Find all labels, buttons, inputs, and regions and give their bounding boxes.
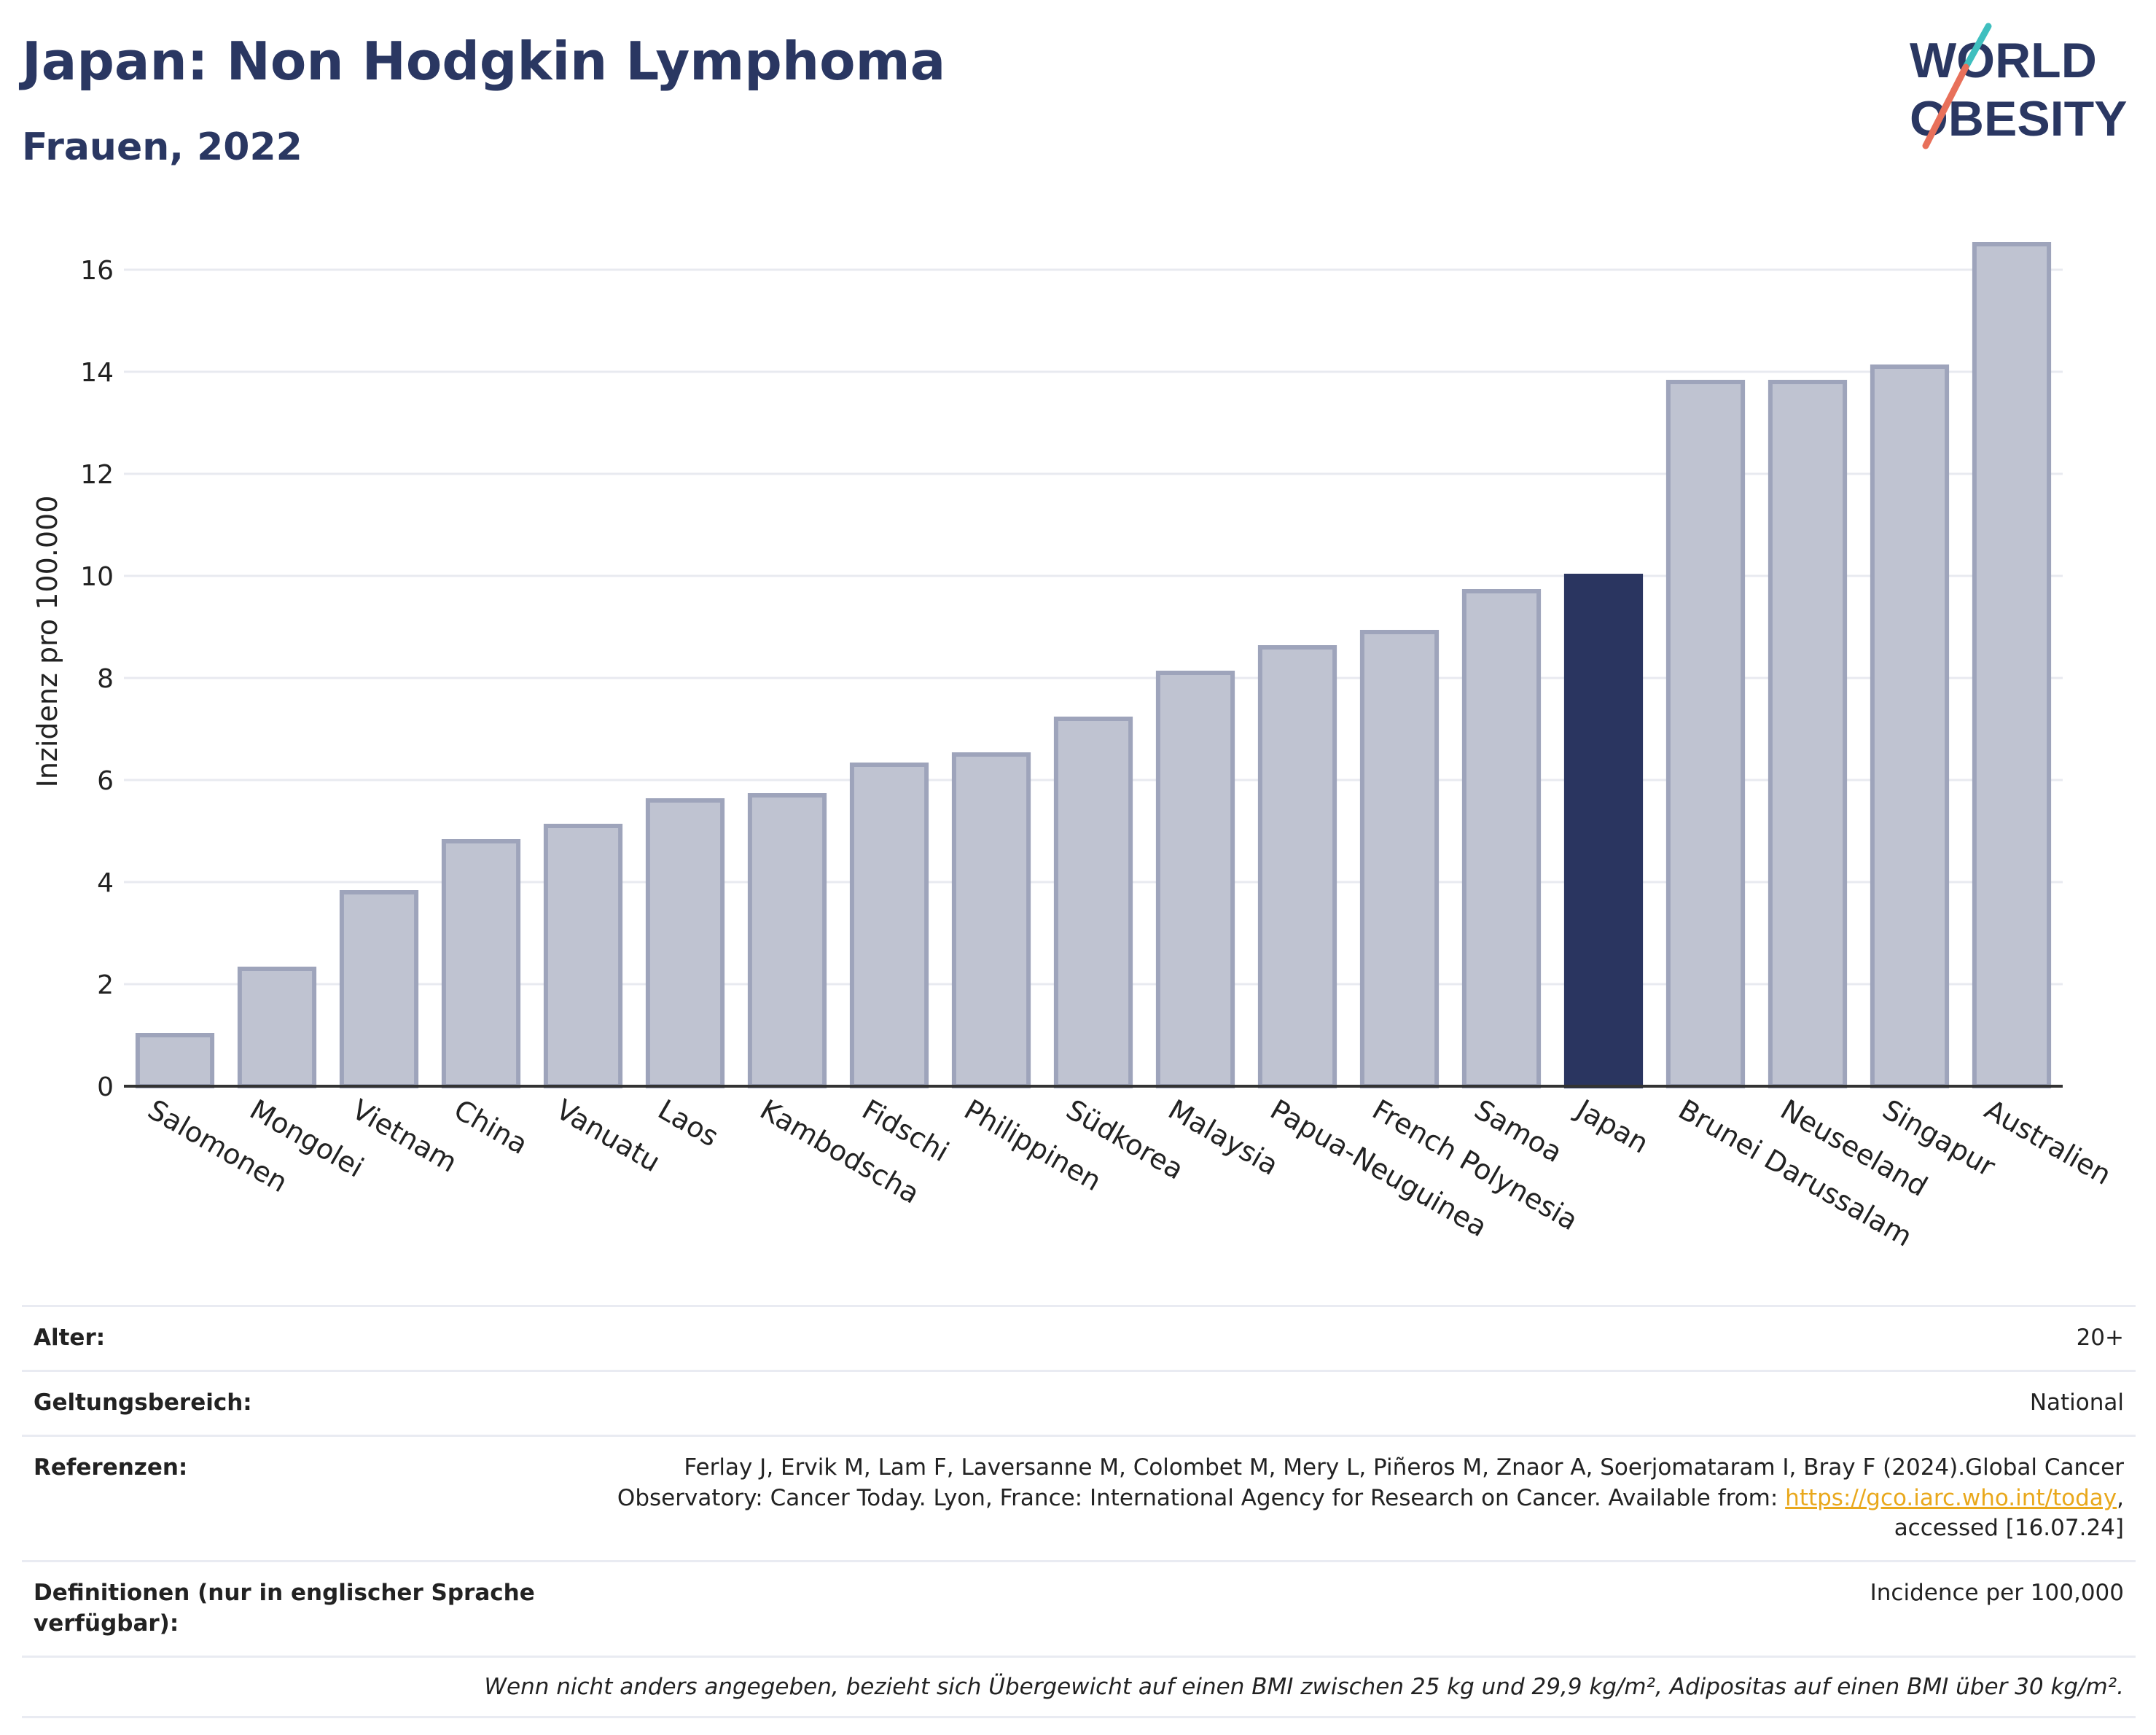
info-row-scope: Geltungsbereich: National [22,1369,2136,1435]
bar-japan [1563,574,1644,1088]
y-tick-label: 4 [97,868,114,898]
y-tick-label: 12 [80,460,114,490]
references-value: Ferlay J, Ervik M, Lam F, Laversanne M, … [557,1453,2124,1545]
references-accessed: , accessed [16.07.24] [1894,1484,2124,1542]
age-label: Alter: [34,1325,106,1351]
y-axis: 0 2 4 6 8 10 12 14 16 [80,256,114,1102]
page-title: Japan: Non Hodgkin Lymphoma [22,31,946,92]
bar-südkorea [1053,717,1133,1088]
y-tick-label: 10 [80,562,114,592]
chart-bars [135,242,2052,1088]
bar-fidschi [849,763,929,1088]
bar-salomonen [135,1033,215,1088]
bar-samoa [1461,589,1542,1088]
definitions-label: Definitionen (nur in englischer Sprache … [34,1580,535,1637]
info-row-note: Wenn nicht anders angegeben, bezieht sic… [22,1655,2136,1718]
bar-chart: 0 2 4 6 8 10 12 14 16 SalomonenMongoleiVietnamCh… [31,242,2117,1253]
x-tick-label: Japan [1570,1093,1655,1160]
bmi-note: Wenn nicht anders angegeben, bezieht sic… [484,1673,2124,1700]
info-table: Alter: 20+ Geltungsbereich: National Ref… [22,1305,2136,1718]
age-value: 20+ [2076,1325,2124,1351]
y-tick-label: 14 [80,358,114,388]
x-tick-label: Vanuatu [551,1093,666,1178]
y-tick-label: 0 [97,1072,114,1102]
bar-malaysia [1155,671,1235,1088]
x-tick-label: Vietnam [347,1093,463,1179]
scope-label: Geltungsbereich: [34,1389,252,1416]
world-obesity-logo: WORLD OBESITY [1895,20,2143,159]
scope-value: National [2029,1389,2124,1416]
y-tick-label: 8 [97,664,114,694]
bar-philippinen [951,752,1031,1088]
references-text: Ferlay J, Ervik M, Lam F, Laversanne M, … [617,1454,2124,1511]
page-subtitle: Frauen, 2022 [22,125,302,169]
bar-mongolei [237,967,317,1088]
bar-brunei-darussalam [1665,380,1746,1088]
bar-french-polynesia [1359,630,1440,1088]
info-row-age: Alter: 20+ [22,1305,2136,1370]
bar-papua-neuguinea [1257,645,1337,1088]
bar-neuseeland [1768,380,1848,1088]
references-link[interactable]: https://gco.iarc.who.int/today [1785,1484,2117,1511]
bar-australien [1972,242,2052,1088]
x-tick-label: Laos [653,1093,724,1153]
logo-line1: WORLD [1910,33,2097,88]
info-row-references: Referenzen: Ferlay J, Ervik M, Lam F, La… [22,1434,2136,1561]
bar-vietnam [339,890,419,1088]
y-axis-label: Inzidenz pro 100.000 [31,496,63,788]
info-row-definitions: Definitionen (nur in englischer Sprache … [22,1560,2136,1656]
bar-china [441,839,521,1088]
definitions-value: Incidence per 100,000 [1870,1580,2124,1607]
logo-slash-red [1922,63,1969,149]
references-label: Referenzen: [34,1454,188,1481]
y-tick-label: 16 [80,256,114,286]
bar-kambodscha [747,793,827,1088]
x-tick-label: Australien [1980,1093,2117,1191]
bar-singapur [1870,364,1950,1088]
bar-vanuatu [543,824,623,1088]
y-tick-label: 2 [97,970,114,1000]
logo-slash-teal [1962,23,1992,71]
y-tick-label: 6 [97,766,114,796]
bar-laos [645,798,725,1088]
